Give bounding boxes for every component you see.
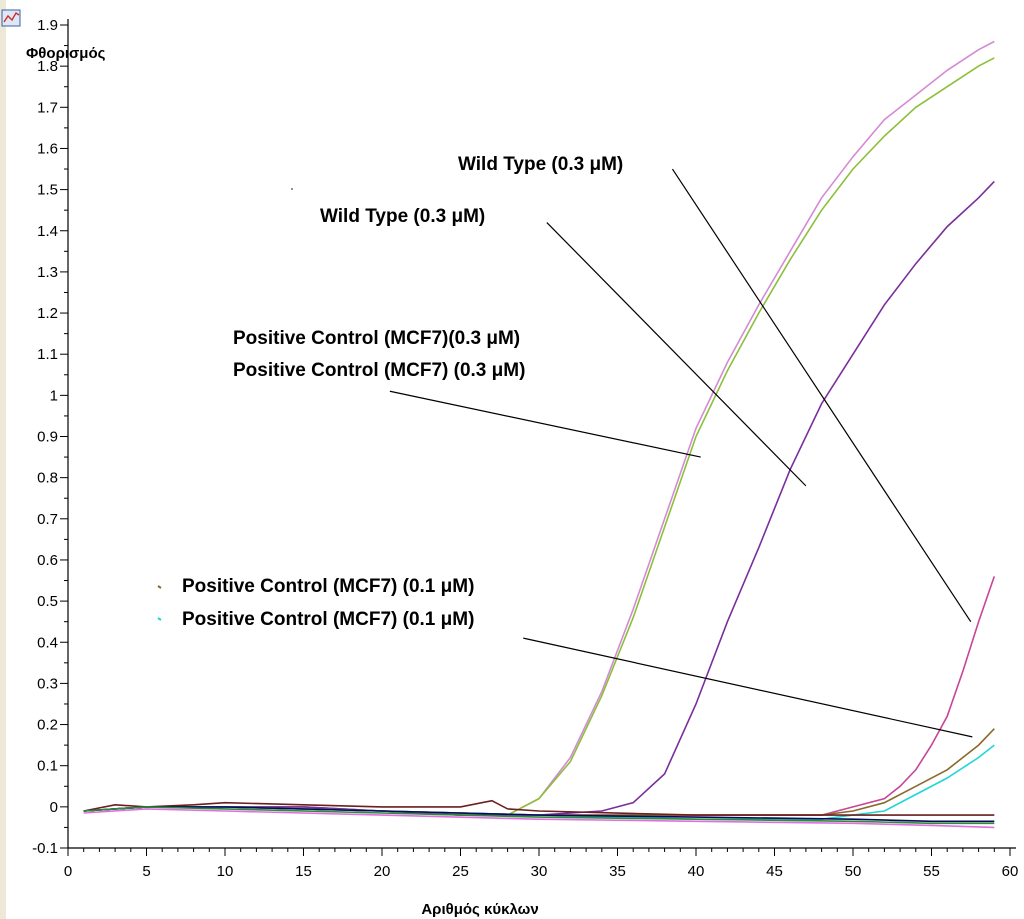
x-tick-label: 60 [1002,863,1019,880]
y-tick-label: 1.2 [37,305,58,322]
axes: -0.1 0 0.1 0.2 0.3 0.4 0.5 0.6 0.7 0.8 0.9 1 1.1 1.2 1… [32,17,1018,880]
x-tick-label: 15 [295,863,312,880]
annotation-label-5: Positive Control (MCF7) (0.1 μM) [182,576,474,597]
y-tick-label: -0.1 [32,840,58,857]
series-line-10 [83,808,995,829]
annotation-label-6: Positive Control (MCF7) (0.1 μM) [182,609,474,630]
x-tick-label: 25 [452,863,469,880]
y-tick-label: 1.8 [37,58,58,75]
plot-background [6,0,1024,919]
y-tick-label: 1.6 [37,140,58,157]
y-tick-label: 0.3 [37,675,58,692]
x-tick-label: 20 [374,863,391,880]
x-tick-label: 30 [531,863,548,880]
x-tick-label: 5 [142,863,150,880]
legend-marker-2 [157,617,162,621]
annotation-layer: Wild Type (0.3 μM) Wild Type (0.3 μM) Posi… [157,154,973,738]
x-tick-label: 55 [923,863,940,880]
annotation-label-1: Wild Type (0.3 μM) [458,154,623,175]
y-tick-label: 0.5 [37,593,58,610]
chart-icon[interactable] [1,9,21,27]
series-line-3 [83,180,995,816]
annotation-leader-2 [546,222,807,487]
y-tick-label: 0 [50,799,58,816]
legend-marker-1 [157,585,162,589]
stray-dot [291,188,293,190]
x-tick-label: 50 [845,863,862,880]
annotation-label-4: Positive Control (MCF7) (0.3 μM) [233,360,525,381]
y-tick-label: 1.9 [37,17,58,34]
y-axis-title: Φθορισμός [26,45,106,62]
x-tick-label: 45 [766,863,783,880]
x-axis-title: Αριθμός κύκλων [421,901,538,918]
series-line-9 [83,806,995,825]
y-tick-label: 0.4 [37,634,58,651]
annotation-leader-1 [671,168,972,623]
y-tick-label: 1.7 [37,99,58,116]
y-tick-label: 0.8 [37,470,58,487]
x-tick-label: 0 [64,863,72,880]
y-tick-label: 0.2 [37,717,58,734]
y-tick-label: 0.9 [37,429,58,446]
y-tick-label: 1.4 [37,223,58,240]
x-tick-label: 35 [609,863,626,880]
y-tick-label: 1 [50,387,58,404]
y-tick-label: 0.6 [37,552,58,569]
y-tick-label: 1.5 [37,182,58,199]
annotation-label-2: Wild Type (0.3 μM) [320,206,485,227]
y-tick-label: 1.3 [37,264,58,281]
annotation-leader-4 [389,390,701,458]
annotation-label-3: Positive Control (MCF7)(0.3 μM) [233,328,520,349]
y-tick-label: 0.1 [37,758,58,775]
series-layer [83,40,996,829]
y-tick-label: 1.1 [37,346,58,363]
x-tick-label: 40 [688,863,705,880]
y-tick-label: 0.7 [37,511,58,528]
x-tick-label: 10 [217,863,234,880]
annotation-leader-6 [523,637,973,738]
